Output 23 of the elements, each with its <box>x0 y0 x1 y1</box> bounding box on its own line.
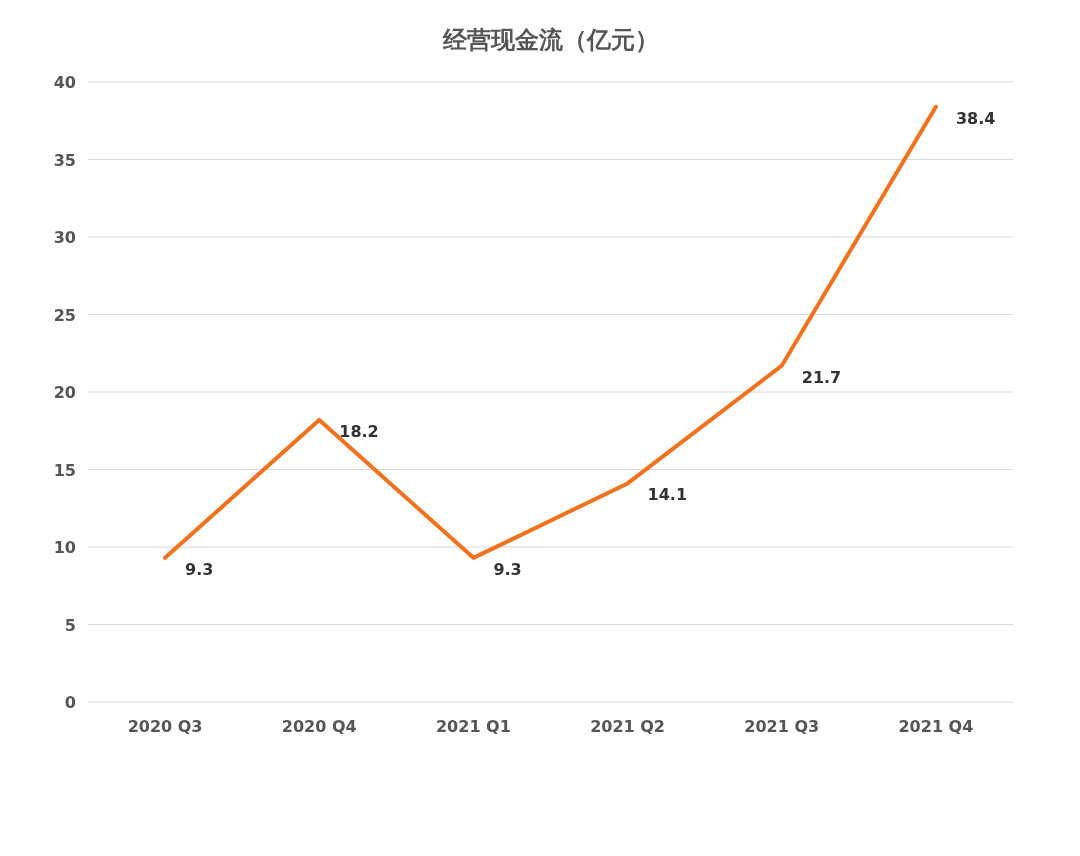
data-label: 14.1 <box>647 485 688 505</box>
y-tick-label: 10 <box>53 538 76 557</box>
y-tick-label: 0 <box>64 693 76 712</box>
line-series <box>163 104 938 560</box>
x-tick-label: 2021 Q4 <box>898 717 974 736</box>
y-tick-label: 35 <box>53 150 76 170</box>
x-tick-label: 2021 Q3 <box>744 717 820 736</box>
y-tick-label: 40 <box>53 73 76 92</box>
x-tick-label: 2021 Q2 <box>590 717 666 736</box>
data-label: 9.3 <box>185 559 214 579</box>
y-tick-label: 30 <box>53 228 76 247</box>
chart-title: 经营现金流（亿元） <box>441 26 659 54</box>
data-label: 21.7 <box>801 367 842 387</box>
data-label: 38.4 <box>955 108 996 128</box>
data-label: 9.3 <box>493 559 522 579</box>
data-label: 18.2 <box>339 421 379 441</box>
y-tick-label: 5 <box>64 615 76 635</box>
y-tick-label: 25 <box>53 305 76 325</box>
y-tick-label: 20 <box>53 383 76 402</box>
x-tick-label: 2020 Q4 <box>281 717 357 736</box>
x-tick-label: 2020 Q3 <box>127 717 203 736</box>
x-tick-label: 2021 Q1 <box>435 717 511 736</box>
y-tick-label: 15 <box>53 460 76 480</box>
